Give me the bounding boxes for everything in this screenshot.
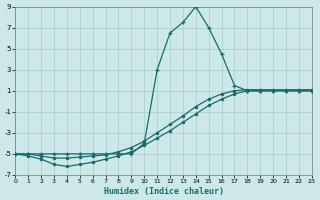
X-axis label: Humidex (Indice chaleur): Humidex (Indice chaleur): [104, 187, 224, 196]
